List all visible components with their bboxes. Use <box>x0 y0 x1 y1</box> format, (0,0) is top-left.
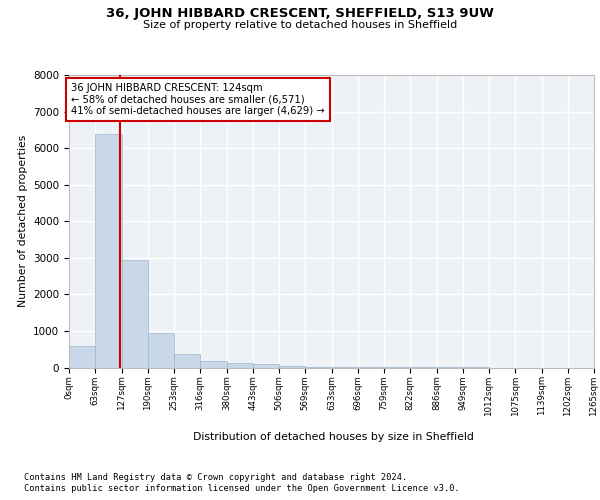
Bar <box>69 346 95 368</box>
Text: Contains public sector information licensed under the Open Government Licence v3: Contains public sector information licen… <box>24 484 460 493</box>
Text: Contains HM Land Registry data © Crown copyright and database right 2024.: Contains HM Land Registry data © Crown c… <box>24 472 407 482</box>
Text: 36, JOHN HIBBARD CRESCENT, SHEFFIELD, S13 9UW: 36, JOHN HIBBARD CRESCENT, SHEFFIELD, S1… <box>106 8 494 20</box>
Y-axis label: Number of detached properties: Number of detached properties <box>17 135 28 308</box>
Bar <box>253 364 279 368</box>
Text: 36 JOHN HIBBARD CRESCENT: 124sqm
← 58% of detached houses are smaller (6,571)
41: 36 JOHN HIBBARD CRESCENT: 124sqm ← 58% o… <box>71 83 325 116</box>
Bar <box>279 366 305 368</box>
Text: Size of property relative to detached houses in Sheffield: Size of property relative to detached ho… <box>143 20 457 30</box>
Bar <box>227 363 253 368</box>
Bar <box>200 361 227 368</box>
Bar <box>148 333 174 368</box>
Text: Distribution of detached houses by size in Sheffield: Distribution of detached houses by size … <box>193 432 473 442</box>
Bar <box>174 354 200 368</box>
Bar <box>95 134 122 368</box>
Bar <box>122 260 148 368</box>
